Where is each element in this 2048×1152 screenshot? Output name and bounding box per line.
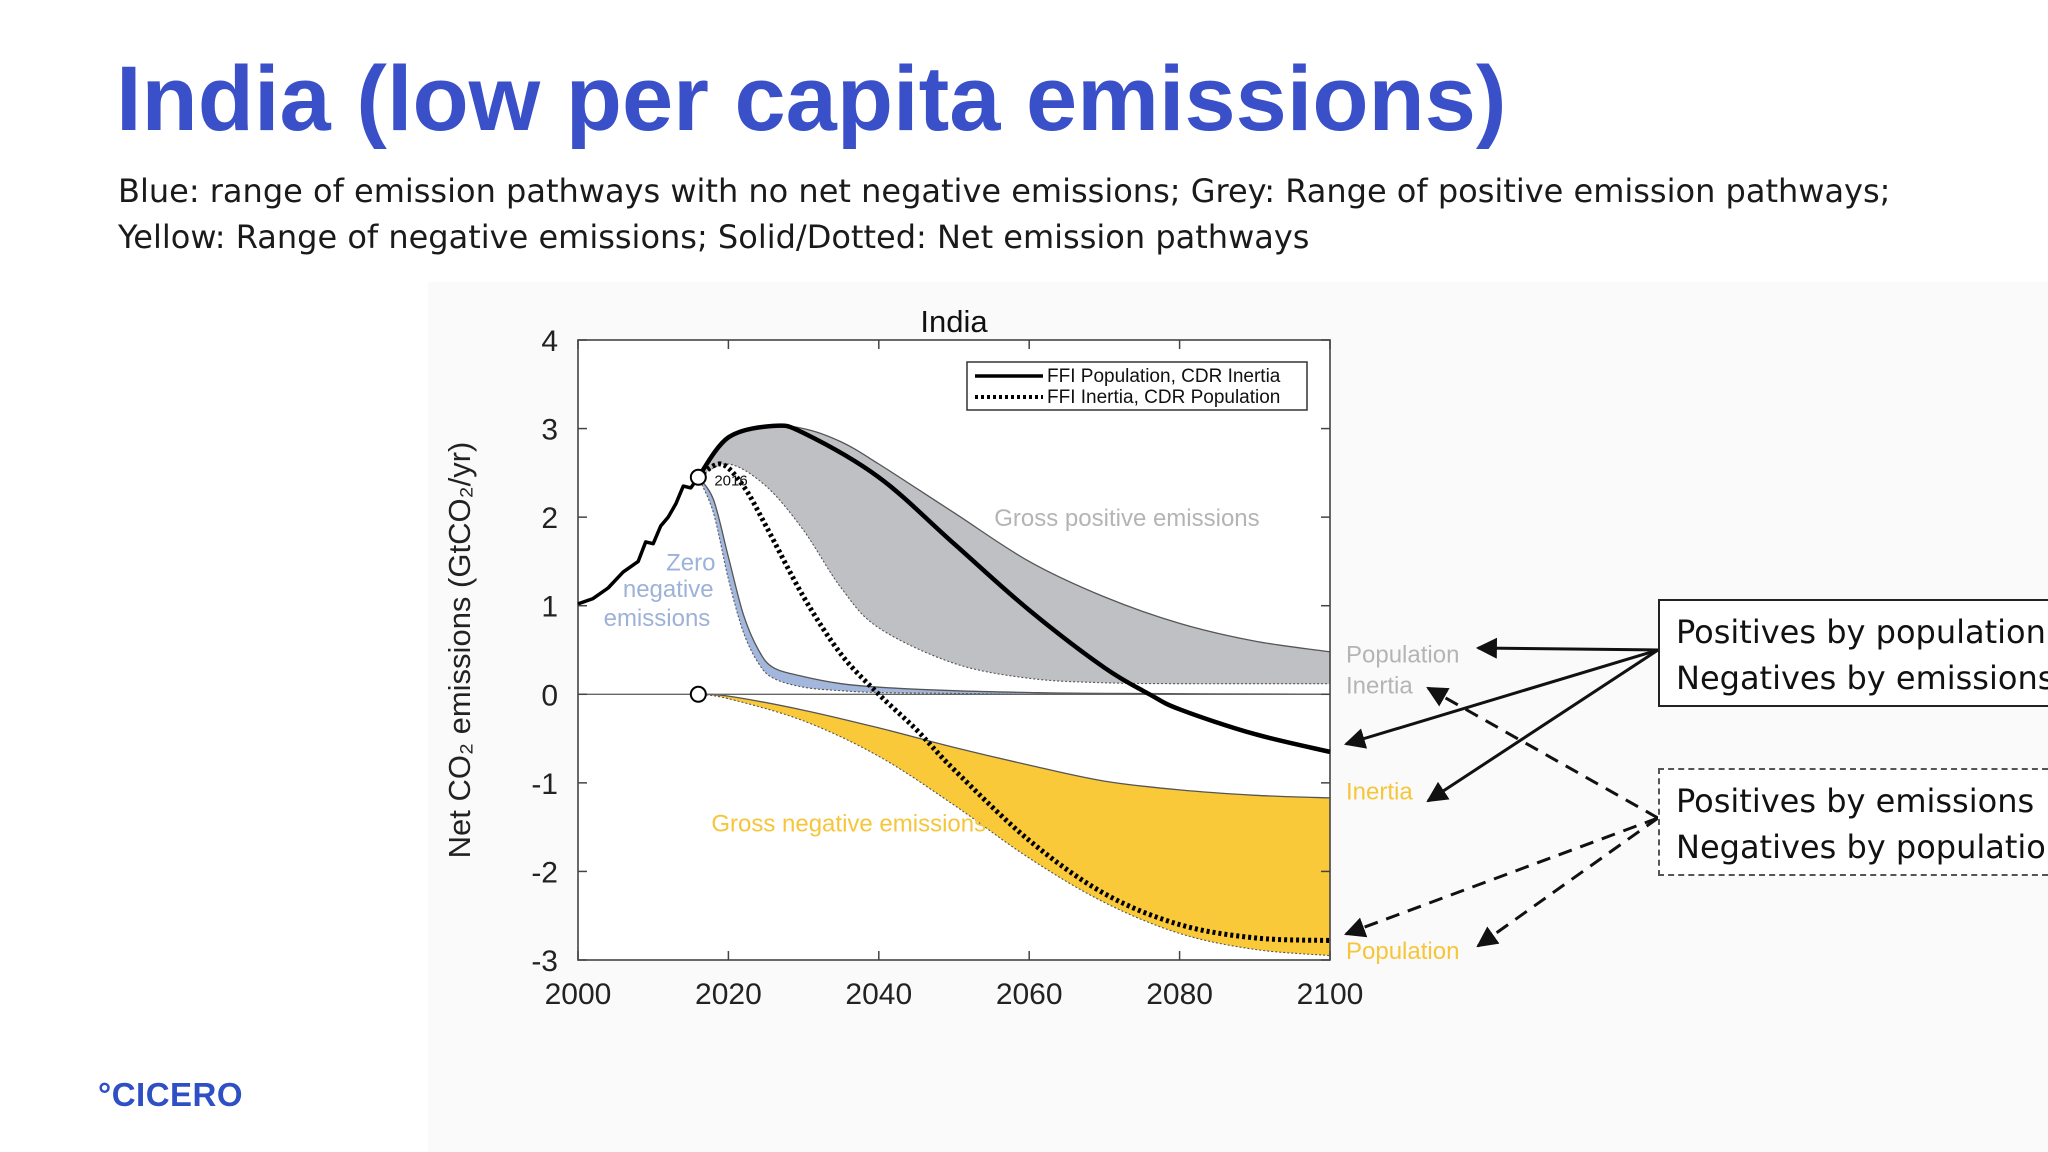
right-scenario-label: Population	[1346, 641, 1459, 668]
arrow-dashed	[1476, 816, 1659, 948]
arrow-solid	[1475, 637, 1659, 659]
right-scenario-label: Inertia	[1346, 779, 1413, 806]
annotation-label: Gross negative emissions	[711, 811, 986, 838]
callout-dashed-box: Positives by emissions Negatives by popu…	[1658, 768, 2048, 876]
legend-box	[966, 361, 1308, 411]
historical-line	[577, 476, 700, 606]
y-tick-label: 0	[541, 679, 558, 712]
callout-dashed-line-2: Negatives by population	[1676, 828, 2048, 866]
band-grey	[698, 425, 1330, 684]
chart-bands	[578, 340, 1331, 960]
callout-solid-line-2: Negatives by emissions	[1676, 659, 2048, 697]
x-tick-label: 2020	[695, 978, 762, 1011]
right-scenario-label: Population	[1346, 938, 1459, 965]
callout-arrows	[1343, 637, 1659, 948]
y-tick-label: 3	[541, 414, 558, 447]
band-yellow-lower-edge	[698, 693, 1331, 957]
annotation-label: Gross positive emissions	[994, 505, 1259, 532]
y-tick-label: 2	[541, 502, 558, 535]
y-tick-label: -1	[531, 768, 558, 801]
x-tick-label: 2100	[1297, 978, 1364, 1011]
chart-title: India	[920, 304, 988, 339]
legend-label: FFI Inertia, CDR Population	[1047, 387, 1280, 408]
band-yellow	[698, 694, 1330, 956]
marker-2016	[689, 685, 707, 703]
annotation-label: Zero	[666, 549, 715, 576]
legend-label: FFI Population, CDR Inertia	[1047, 366, 1281, 387]
series-line-solid	[696, 423, 1331, 755]
x-tick-label: 2000	[545, 978, 612, 1011]
right-scenario-label: Inertia	[1346, 672, 1413, 699]
band-yellow-upper-edge	[698, 693, 1331, 799]
x-tick-label: 2040	[845, 978, 912, 1011]
x-tick-label: 2060	[996, 978, 1063, 1011]
chart-lines	[577, 423, 1331, 943]
y-tick-label: 1	[541, 591, 558, 624]
callout-dashed-line-1: Positives by emissions	[1676, 782, 2035, 820]
plot-frame	[577, 339, 1331, 961]
marker-2016	[689, 468, 707, 486]
arrow-dashed	[1344, 816, 1659, 938]
subtitle-line-2: Yellow: Range of negative emissions; Sol…	[118, 218, 1310, 256]
arrow-dashed	[1426, 686, 1659, 820]
slide-subtitle: Blue: range of emission pathways with no…	[118, 168, 2018, 260]
y-tick-label: -3	[531, 945, 558, 978]
band-blue-upper-edge	[697, 476, 1331, 695]
annotation-label: negative	[623, 576, 714, 603]
arrow-solid	[1426, 648, 1659, 803]
chart-text: 2000 2020 2040 2060 2080 2100 4 3 2 1 0 -1 -2 -3 India…	[442, 304, 1459, 1011]
annotation-2016: 2016	[714, 472, 747, 489]
y-tick-label: 4	[541, 325, 558, 358]
subtitle-line-1: Blue: range of emission pathways with no…	[118, 172, 1891, 210]
slide-title: India (low per capita emissions)	[116, 48, 1507, 150]
y-axis-label: Net CO₂ emissions (GtCO₂/yr)	[442, 442, 477, 859]
callout-solid-line-1: Positives by population	[1676, 613, 2046, 651]
annotation-label: emissions	[604, 605, 711, 632]
y-tick-label: -2	[531, 856, 558, 889]
arrow-solid	[1343, 648, 1659, 749]
cicero-logo: °CICERO	[98, 1076, 244, 1113]
band-grey-lower-edge	[698, 463, 1330, 685]
callout-solid-box: Positives by population Negatives by emi…	[1658, 599, 2048, 707]
x-tick-label: 2080	[1146, 978, 1213, 1011]
